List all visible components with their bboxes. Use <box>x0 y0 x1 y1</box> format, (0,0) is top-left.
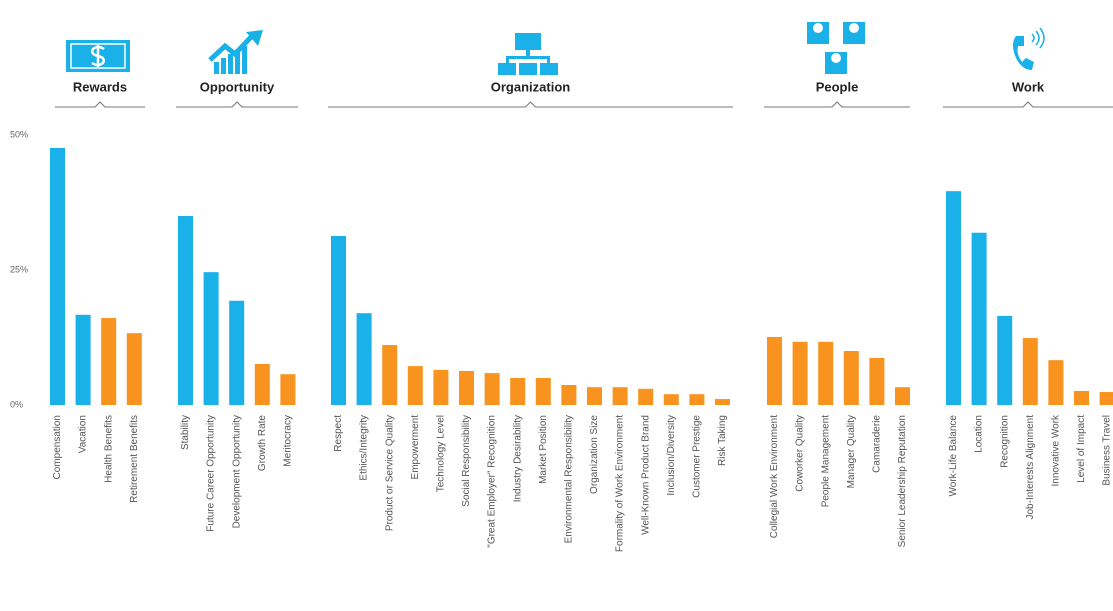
x-tick-label: Technology Level <box>436 415 447 492</box>
bar <box>638 388 654 405</box>
bar <box>971 232 987 405</box>
bar <box>1074 390 1089 405</box>
bar <box>459 370 474 405</box>
x-tick-label: Future Career Opportunity <box>206 415 217 532</box>
x-tick-label: Collegial Work Environment <box>769 415 780 538</box>
x-tick-label: Organization Size <box>589 415 600 494</box>
opportunity-icon <box>208 30 263 74</box>
bar <box>254 363 270 405</box>
group-bracket <box>764 101 910 108</box>
x-tick-label: Respect <box>333 415 344 452</box>
bar <box>433 369 449 405</box>
bar <box>818 341 834 405</box>
bar <box>997 315 1013 405</box>
group-label: Work <box>1012 79 1045 94</box>
y-tick-label: 0% <box>10 399 23 409</box>
group-bracket <box>176 101 298 108</box>
bar <box>587 387 602 405</box>
bar <box>535 378 551 405</box>
x-tick-label: Senior Leadership Reputation <box>897 415 908 547</box>
rewards-icon <box>66 40 130 72</box>
bar <box>50 147 65 405</box>
bar <box>792 341 808 405</box>
x-tick-label: Recognition <box>999 415 1010 468</box>
y-tick-label: 50% <box>10 129 28 139</box>
bar <box>895 387 910 405</box>
bar <box>689 394 705 405</box>
x-tick-label: Ethics/Integrity <box>359 415 370 481</box>
x-tick-label: Health Benefits <box>103 415 114 483</box>
group-bracket <box>55 101 145 108</box>
bar <box>561 385 577 405</box>
x-tick-label: Innovative Work <box>1051 414 1062 487</box>
bar <box>331 235 346 405</box>
bar <box>101 318 117 405</box>
bar <box>510 378 526 405</box>
group-label: Organization <box>491 79 571 94</box>
people-icon <box>807 22 865 74</box>
x-tick-label: Location <box>974 415 985 453</box>
x-tick-label: Product or Service Quality <box>384 415 395 531</box>
bar <box>126 333 142 405</box>
bar <box>869 358 885 405</box>
x-tick-label: Inclusion/Diversity <box>666 415 677 496</box>
x-tick-label: Well-Known Product Brand <box>640 415 651 535</box>
bar <box>407 366 423 405</box>
x-tick-label: Compensation <box>52 415 63 479</box>
group-label: Opportunity <box>200 79 275 94</box>
organization-icon <box>498 33 558 75</box>
bar <box>1022 338 1038 405</box>
bar <box>946 191 961 405</box>
x-tick-label: Manager Quality <box>846 415 857 488</box>
x-tick-label: Meritocracy <box>283 415 294 467</box>
x-tick-label: Level of Impact <box>1076 415 1087 483</box>
x-tick-label: Industry Desirability <box>512 415 523 502</box>
bar <box>663 394 679 405</box>
bar <box>280 374 296 405</box>
bar <box>75 314 91 405</box>
group-label: People <box>816 79 859 94</box>
group-label: Rewards <box>73 79 127 94</box>
x-tick-label: Formality of Work Environment <box>615 415 626 552</box>
group-bracket <box>943 101 1113 108</box>
x-tick-label: Retirement Benefits <box>129 415 140 503</box>
bar <box>612 387 628 405</box>
x-tick-label: "Great Employer" Recognition <box>487 415 498 548</box>
x-tick-label: Camaraderie <box>872 415 883 473</box>
x-tick-label: People Management <box>820 415 831 508</box>
x-tick-label: Job-Interests Alignment <box>1025 415 1036 520</box>
bar <box>356 313 372 405</box>
bar <box>229 300 245 405</box>
x-tick-label: Customer Prestige <box>692 415 703 498</box>
x-tick-label: Work-Life Balance <box>948 415 959 497</box>
x-tick-label: Empowerment <box>410 415 421 480</box>
bar <box>1048 360 1064 405</box>
bar <box>178 216 193 405</box>
x-tick-label: Risk Taking <box>717 415 728 466</box>
bar <box>1099 392 1113 405</box>
group-bracket <box>328 101 733 108</box>
x-tick-label: Vacation <box>78 415 89 453</box>
bar <box>203 272 219 405</box>
bar <box>382 345 398 405</box>
x-tick-label: Market Position <box>538 415 549 484</box>
bar <box>484 373 500 405</box>
bar <box>767 336 782 405</box>
bar <box>715 399 730 405</box>
x-tick-label: Growth Rate <box>257 415 268 472</box>
x-tick-label: Environmental Responsibility <box>564 415 575 543</box>
work-icon <box>1013 27 1045 70</box>
x-tick-label: Social Responsibility <box>461 415 472 507</box>
y-tick-label: 25% <box>10 264 28 274</box>
x-tick-label: Business Travel <box>1102 415 1113 486</box>
x-tick-label: Development Opportunity <box>231 415 242 528</box>
x-tick-label: Stability <box>180 415 191 450</box>
x-tick-label: Coworker Quality <box>795 415 806 492</box>
bar <box>843 351 859 405</box>
